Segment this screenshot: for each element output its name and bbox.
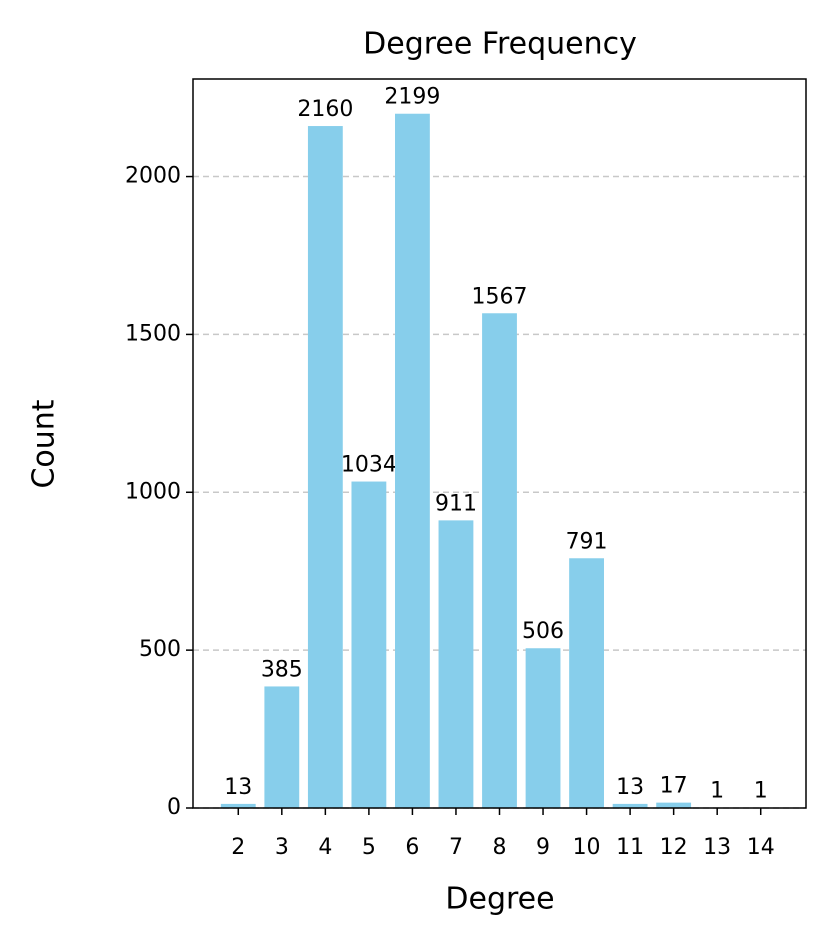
x-tick-label: 11 [616,835,644,860]
data-label: 17 [660,774,688,799]
data-label: 1567 [472,284,528,309]
bar [525,648,561,808]
data-label: 385 [261,657,303,682]
data-label: 911 [435,491,477,516]
bar [482,313,517,808]
data-label: 791 [566,529,608,554]
y-tick-label: 500 [139,637,181,662]
bar [569,558,604,808]
x-tick-label: 5 [362,835,376,860]
data-label: 1 [710,779,724,804]
bar [612,803,648,808]
bar [220,803,256,808]
x-axis-label: Degree [445,882,554,917]
x-tick-label: 7 [449,835,463,860]
data-label: 13 [224,775,252,800]
data-label: 2160 [297,97,353,122]
plot-frame [192,78,807,809]
y-tick-label: 1000 [125,479,181,504]
data-label: 1034 [341,453,397,478]
data-label: 506 [522,619,564,644]
bar [351,481,387,808]
bar [307,126,343,809]
x-tick-label: 13 [703,835,731,860]
x-tick-label: 6 [405,835,419,860]
bar [656,802,692,808]
chart-title: Degree Frequency [363,27,637,62]
bar [395,113,430,809]
y-tick-label: 1500 [125,321,181,346]
y-tick-label: 0 [167,795,181,820]
data-label: 1 [754,779,768,804]
x-tick-label: 10 [573,835,601,860]
x-tick-label: 8 [493,835,507,860]
y-tick-label: 2000 [125,164,181,189]
data-label: 2199 [384,85,440,110]
x-tick-label: 4 [318,835,332,860]
x-tick-label: 3 [275,835,289,860]
y-axis-label: Count [27,399,62,488]
x-tick-label: 9 [536,835,550,860]
x-tick-label: 14 [747,835,775,860]
data-label: 13 [616,775,644,800]
x-tick-label: 12 [660,835,688,860]
x-tick-label: 2 [231,835,245,860]
bar [438,520,474,808]
bar [264,686,300,808]
